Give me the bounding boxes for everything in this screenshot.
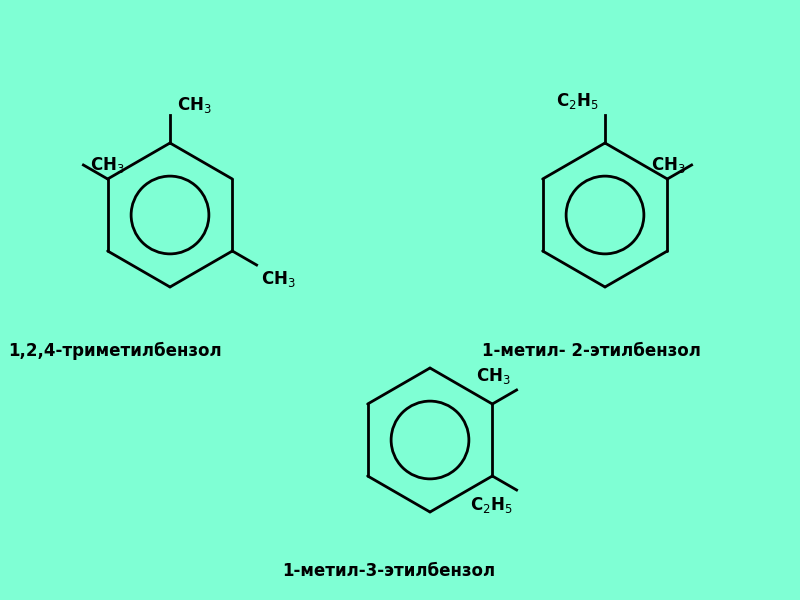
Text: CH$_3$: CH$_3$: [177, 95, 212, 115]
Text: C$_2$H$_5$: C$_2$H$_5$: [470, 495, 513, 515]
Text: CH$_3$: CH$_3$: [651, 155, 686, 175]
Text: 1-метил-3-этилбензол: 1-метил-3-этилбензол: [282, 562, 495, 580]
Text: C$_2$H$_5$: C$_2$H$_5$: [556, 91, 599, 111]
Text: 1,2,4-триметилбензол: 1,2,4-триметилбензол: [8, 342, 222, 360]
Text: CH$_3$: CH$_3$: [476, 366, 510, 386]
Text: 1-метил- 2-этилбензол: 1-метил- 2-этилбензол: [482, 342, 701, 360]
Text: CH$_3$: CH$_3$: [261, 269, 295, 289]
Text: CH$_3$: CH$_3$: [90, 155, 125, 175]
